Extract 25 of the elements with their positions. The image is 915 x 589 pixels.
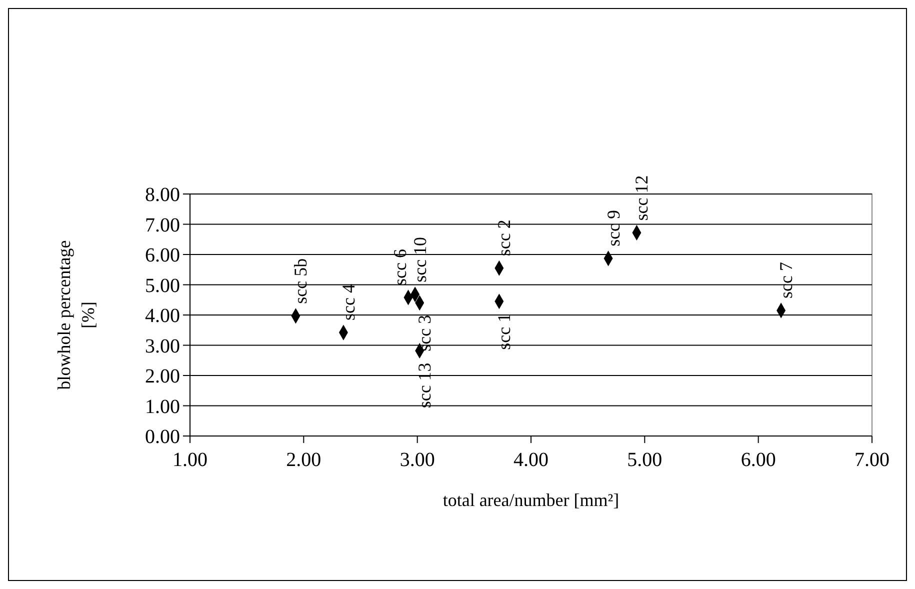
y-axis-title: blowhole percentage [%] bbox=[54, 240, 98, 390]
y-tick-label: 0.00 bbox=[145, 426, 180, 448]
annotation: scc 9 bbox=[603, 210, 624, 246]
y-tick-label: 2.00 bbox=[145, 366, 180, 388]
annotation: scc 12 bbox=[632, 175, 652, 221]
y-tick-label: 7.00 bbox=[145, 214, 180, 236]
y-tick-label: 1.00 bbox=[145, 396, 180, 418]
x-tick-label: 7.00 bbox=[854, 449, 890, 471]
x-tick-label: 2.00 bbox=[286, 449, 322, 471]
x-tick-label: 4.00 bbox=[514, 449, 548, 471]
y-tick-label: 6.00 bbox=[145, 244, 180, 266]
y-tick-label: 4.00 bbox=[145, 305, 180, 327]
x-tick-label: 3.00 bbox=[400, 449, 435, 471]
annotation: scc 10 bbox=[410, 236, 430, 282]
x-tick-label: 5.00 bbox=[627, 449, 662, 471]
annotation: scc 7 bbox=[776, 262, 796, 298]
y-tick-label: 8.00 bbox=[145, 184, 180, 206]
x-axis-title: total area/number [mm²] bbox=[442, 490, 620, 510]
x-tick-label: 1.00 bbox=[172, 449, 208, 471]
annotation: scc 1 bbox=[494, 313, 514, 350]
annotation: scc 3 bbox=[414, 314, 435, 352]
annotation: scc 5b bbox=[290, 258, 311, 304]
x-tick-label: 6.00 bbox=[740, 449, 776, 471]
y-tick-label: 5.00 bbox=[145, 274, 180, 297]
y-tick-label: 3.00 bbox=[145, 335, 180, 358]
